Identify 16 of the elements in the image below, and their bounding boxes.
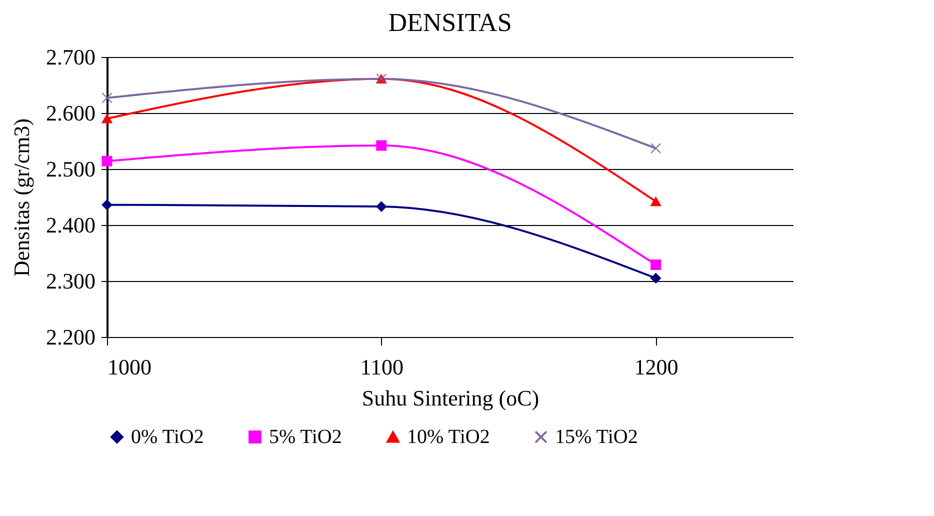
y-tick-label: 2.500 bbox=[46, 156, 96, 182]
y-tick-label: 2.600 bbox=[46, 100, 96, 126]
y-tick-label: 2.700 bbox=[46, 44, 96, 70]
y-tick-label: 2.400 bbox=[46, 212, 96, 238]
legend-label: 10% TiO2 bbox=[407, 426, 490, 448]
y-tick-label: 2.200 bbox=[46, 324, 96, 350]
x-tick-label: 1100 bbox=[360, 354, 404, 380]
x-tick-label: 1000 bbox=[108, 354, 152, 380]
legend-label: 0% TiO2 bbox=[131, 426, 204, 448]
legend-label: 5% TiO2 bbox=[269, 426, 342, 448]
x-tick-label: 1200 bbox=[634, 354, 678, 380]
legend-label: 15% TiO2 bbox=[555, 426, 638, 448]
x-axis-title: Suhu Sintering (oC) bbox=[362, 386, 540, 410]
y-tick-label: 2.300 bbox=[46, 268, 96, 294]
y-axis-title: Densitas (gr/cm3) bbox=[9, 118, 34, 277]
chart-title: DENSITAS bbox=[388, 8, 512, 37]
